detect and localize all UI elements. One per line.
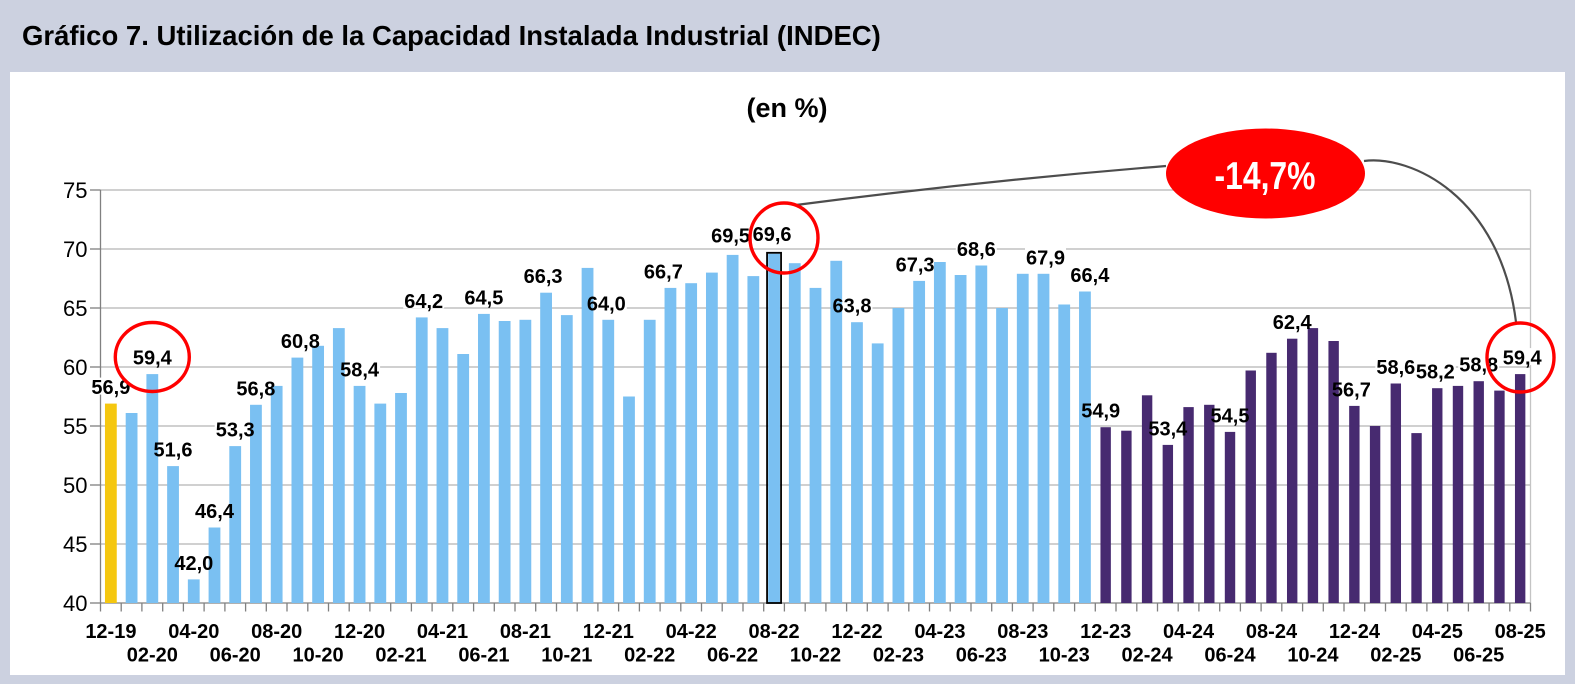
svg-text:62,4: 62,4 <box>1273 312 1313 334</box>
svg-text:(en %): (en %) <box>747 93 828 123</box>
svg-text:56,8: 56,8 <box>236 378 275 400</box>
svg-text:02-25: 02-25 <box>1370 645 1421 667</box>
svg-text:69,6: 69,6 <box>753 224 792 246</box>
svg-text:54,5: 54,5 <box>1211 405 1250 427</box>
svg-text:08-22: 08-22 <box>749 621 800 643</box>
svg-text:69,5: 69,5 <box>711 225 750 247</box>
svg-text:55: 55 <box>63 414 87 439</box>
svg-text:46,4: 46,4 <box>195 501 235 523</box>
svg-text:04-24: 04-24 <box>1163 621 1215 643</box>
svg-text:06-20: 06-20 <box>210 645 261 667</box>
svg-text:64,2: 64,2 <box>404 291 443 313</box>
svg-text:10-24: 10-24 <box>1287 645 1339 667</box>
svg-text:53,3: 53,3 <box>216 420 255 442</box>
svg-text:64,5: 64,5 <box>464 287 503 309</box>
svg-text:10-23: 10-23 <box>1039 645 1090 667</box>
svg-text:08-24: 08-24 <box>1246 621 1298 643</box>
svg-text:51,6: 51,6 <box>154 440 193 462</box>
svg-text:04-25: 04-25 <box>1412 621 1463 643</box>
svg-text:67,3: 67,3 <box>896 254 935 276</box>
svg-text:60: 60 <box>63 355 87 380</box>
svg-text:63,8: 63,8 <box>833 296 872 318</box>
svg-text:02-24: 02-24 <box>1122 645 1174 667</box>
svg-text:12-23: 12-23 <box>1080 621 1131 643</box>
svg-text:08-23: 08-23 <box>997 621 1048 643</box>
svg-text:66,7: 66,7 <box>644 261 683 283</box>
svg-text:58,4: 58,4 <box>340 359 380 381</box>
svg-text:10-21: 10-21 <box>541 645 592 667</box>
svg-text:75: 75 <box>63 178 87 203</box>
svg-text:45: 45 <box>63 532 87 557</box>
svg-text:08-20: 08-20 <box>251 621 302 643</box>
svg-text:04-23: 04-23 <box>914 621 965 643</box>
svg-text:10-20: 10-20 <box>293 645 344 667</box>
svg-text:56,9: 56,9 <box>91 377 130 399</box>
svg-text:02-22: 02-22 <box>624 645 675 667</box>
svg-text:12-22: 12-22 <box>831 621 882 643</box>
svg-text:70: 70 <box>63 237 87 262</box>
svg-text:53,4: 53,4 <box>1148 418 1188 440</box>
svg-text:58,6: 58,6 <box>1376 357 1415 379</box>
svg-text:60,8: 60,8 <box>281 331 320 353</box>
svg-text:64,0: 64,0 <box>587 293 626 315</box>
svg-text:10-22: 10-22 <box>790 645 841 667</box>
svg-text:08-21: 08-21 <box>500 621 551 643</box>
svg-text:12-24: 12-24 <box>1329 621 1381 643</box>
svg-text:59,4: 59,4 <box>133 348 173 370</box>
svg-text:06-21: 06-21 <box>458 645 509 667</box>
svg-text:56,7: 56,7 <box>1332 379 1371 401</box>
svg-text:02-23: 02-23 <box>873 645 924 667</box>
svg-text:04-20: 04-20 <box>168 621 219 643</box>
svg-text:04-21: 04-21 <box>417 621 468 643</box>
svg-text:66,4: 66,4 <box>1070 265 1110 287</box>
svg-text:-14,7%: -14,7% <box>1215 155 1316 198</box>
svg-text:06-25: 06-25 <box>1453 645 1504 667</box>
svg-text:65: 65 <box>63 296 87 321</box>
svg-text:06-23: 06-23 <box>956 645 1007 667</box>
svg-text:12-19: 12-19 <box>85 621 136 643</box>
svg-text:12-20: 12-20 <box>334 621 385 643</box>
svg-text:68,6: 68,6 <box>957 239 996 261</box>
svg-text:08-25: 08-25 <box>1495 621 1546 643</box>
svg-text:66,3: 66,3 <box>524 266 563 288</box>
svg-text:02-20: 02-20 <box>127 645 178 667</box>
svg-text:59,4: 59,4 <box>1503 348 1543 370</box>
svg-text:02-21: 02-21 <box>375 645 426 667</box>
svg-text:50: 50 <box>63 473 87 498</box>
svg-text:06-24: 06-24 <box>1204 645 1256 667</box>
svg-text:58,2: 58,2 <box>1416 362 1455 384</box>
svg-text:42,0: 42,0 <box>174 553 213 575</box>
svg-text:40: 40 <box>63 591 87 616</box>
svg-text:54,9: 54,9 <box>1081 401 1120 423</box>
svg-text:04-22: 04-22 <box>666 621 717 643</box>
svg-text:06-22: 06-22 <box>707 645 758 667</box>
svg-text:12-21: 12-21 <box>583 621 634 643</box>
svg-text:67,9: 67,9 <box>1026 247 1065 269</box>
